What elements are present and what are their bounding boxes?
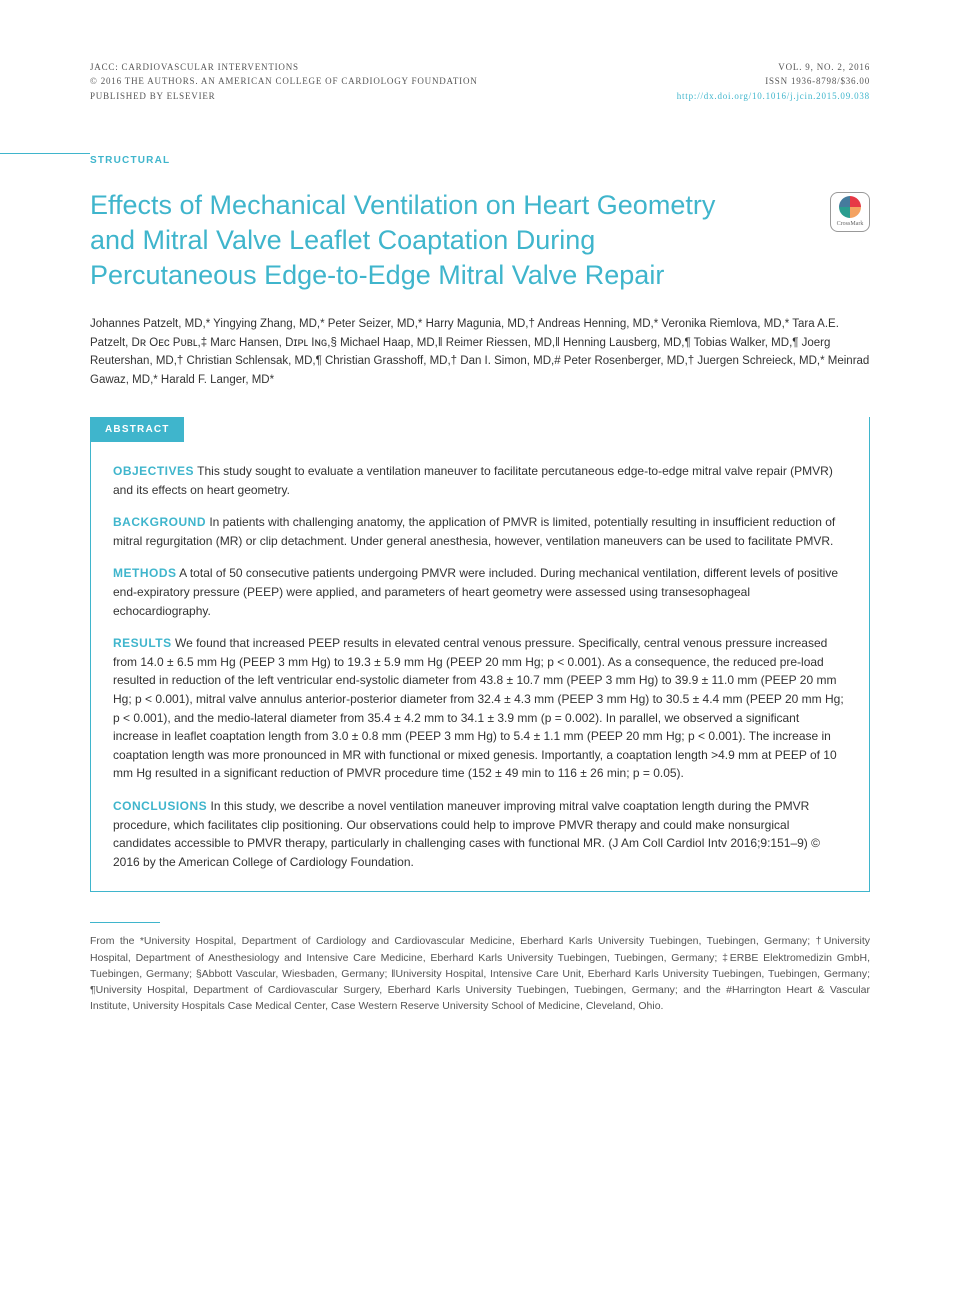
abstract-heading-conclusions: CONCLUSIONS [113, 799, 207, 813]
abstract-text-conclusions: In this study, we describe a novel venti… [113, 799, 820, 869]
author-list: Johannes Patzelt, MD,* Yingying Zhang, M… [90, 315, 870, 389]
abstract-heading-methods: METHODS [113, 566, 177, 580]
article-title: Effects of Mechanical Ventilation on Hea… [90, 188, 730, 293]
publisher-line: PUBLISHED BY ELSEVIER [90, 89, 478, 103]
crossmark-icon [839, 196, 861, 218]
abstract-background: BACKGROUND In patients with challenging … [113, 513, 847, 550]
volume-issue: VOL. 9, NO. 2, 2016 [677, 60, 870, 74]
author-affiliations: From the *University Hospital, Departmen… [90, 933, 870, 1014]
article-page: JACC: CARDIOVASCULAR INTERVENTIONS © 201… [0, 0, 960, 1065]
abstract-text-background: In patients with challenging anatomy, th… [113, 515, 835, 548]
footnote-divider [90, 922, 160, 923]
abstract-box: ABSTRACT OBJECTIVES This study sought to… [90, 417, 870, 892]
crossmark-badge[interactable]: CrossMark [830, 192, 870, 232]
issn-line: ISSN 1936-8798/$36.00 [677, 74, 870, 88]
header-left-block: JACC: CARDIOVASCULAR INTERVENTIONS © 201… [90, 60, 478, 103]
abstract-tab: ABSTRACT [91, 417, 184, 442]
abstract-text-results: We found that increased PEEP results in … [113, 636, 844, 780]
page-header: JACC: CARDIOVASCULAR INTERVENTIONS © 201… [90, 60, 870, 103]
header-right-block: VOL. 9, NO. 2, 2016 ISSN 1936-8798/$36.0… [677, 60, 870, 103]
abstract-text-methods: A total of 50 consecutive patients under… [113, 566, 838, 617]
title-row: Effects of Mechanical Ventilation on Hea… [90, 188, 870, 315]
doi-link[interactable]: http://dx.doi.org/10.1016/j.jcin.2015.09… [677, 91, 870, 101]
copyright-line: © 2016 THE AUTHORS. AN AMERICAN COLLEGE … [90, 74, 478, 88]
abstract-results: RESULTS We found that increased PEEP res… [113, 634, 847, 783]
crossmark-label: CrossMark [837, 220, 864, 229]
abstract-heading-background: BACKGROUND [113, 515, 206, 529]
abstract-conclusions: CONCLUSIONS In this study, we describe a… [113, 797, 847, 871]
abstract-objectives: OBJECTIVES This study sought to evaluate… [113, 462, 847, 499]
abstract-methods: METHODS A total of 50 consecutive patien… [113, 564, 847, 620]
abstract-text-objectives: This study sought to evaluate a ventilat… [113, 464, 833, 497]
abstract-heading-objectives: OBJECTIVES [113, 464, 194, 478]
section-label: STRUCTURAL [90, 153, 870, 168]
journal-name: JACC: CARDIOVASCULAR INTERVENTIONS [90, 60, 478, 74]
abstract-heading-results: RESULTS [113, 636, 172, 650]
